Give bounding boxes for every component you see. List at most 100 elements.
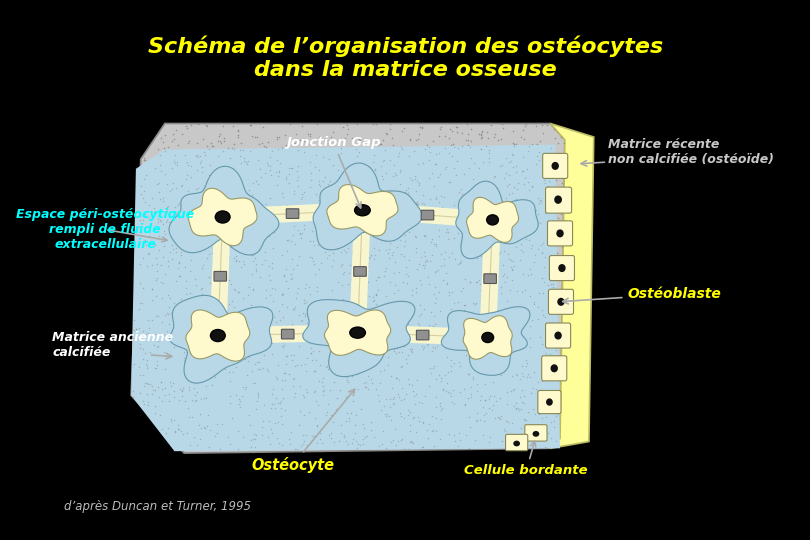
Point <box>134 389 147 397</box>
Point <box>326 194 339 203</box>
Point <box>210 302 223 310</box>
Point <box>143 324 156 333</box>
Point <box>246 435 259 444</box>
Point <box>416 443 428 451</box>
Point <box>227 187 240 195</box>
Point <box>454 287 467 295</box>
Point <box>224 392 237 400</box>
Point <box>448 359 461 367</box>
Point <box>180 284 193 293</box>
Point <box>529 159 542 168</box>
Point <box>364 426 377 435</box>
Point <box>544 434 557 442</box>
Point <box>341 235 354 244</box>
Point <box>306 328 319 336</box>
Point <box>151 180 164 188</box>
Point <box>304 132 317 140</box>
Point <box>323 386 336 394</box>
Point <box>388 347 401 355</box>
Point <box>309 151 322 159</box>
Point <box>156 137 169 146</box>
Point <box>510 370 523 379</box>
Point <box>209 217 222 225</box>
Point <box>243 211 256 219</box>
Point <box>176 180 189 189</box>
Point <box>292 161 305 170</box>
Point <box>211 420 224 428</box>
Point <box>360 199 373 208</box>
Point <box>277 393 290 402</box>
Point <box>411 376 424 384</box>
Point <box>511 332 524 341</box>
Point <box>319 173 332 181</box>
Point <box>326 127 339 136</box>
Point <box>403 437 416 446</box>
Point <box>337 310 350 319</box>
Point <box>488 413 501 422</box>
Point <box>535 377 548 386</box>
Point <box>541 342 554 350</box>
Point <box>221 433 234 442</box>
Point <box>255 138 268 147</box>
Point <box>276 342 289 351</box>
Point <box>316 321 329 330</box>
Point <box>294 442 307 450</box>
Point <box>540 335 553 344</box>
Point <box>181 338 194 347</box>
Point <box>157 241 170 250</box>
Ellipse shape <box>211 329 225 342</box>
Point <box>241 248 254 257</box>
Point <box>151 267 164 275</box>
Point <box>428 160 441 168</box>
Point <box>501 388 514 396</box>
Point <box>309 367 322 375</box>
Point <box>377 303 390 312</box>
Point <box>502 180 515 189</box>
Point <box>403 134 416 143</box>
Point <box>370 212 383 221</box>
Point <box>249 431 262 440</box>
Point <box>281 203 294 212</box>
Point <box>382 254 395 262</box>
Point <box>232 395 245 403</box>
Point <box>161 327 174 336</box>
Point <box>493 309 506 318</box>
Point <box>341 315 354 323</box>
Point <box>202 170 215 179</box>
Point <box>486 378 499 387</box>
Text: Espace péri-ostéocytique
rempli de fluide
extracellulaire: Espace péri-ostéocytique rempli de fluid… <box>16 208 194 251</box>
Point <box>338 195 351 204</box>
Point <box>230 218 243 226</box>
Point <box>266 284 279 292</box>
Point <box>346 219 359 228</box>
Point <box>485 222 498 231</box>
Point <box>273 206 286 214</box>
Point <box>353 188 366 197</box>
Point <box>248 249 261 258</box>
Point <box>541 356 554 365</box>
Point <box>462 130 475 138</box>
Point <box>342 439 355 448</box>
Point <box>487 251 500 259</box>
Point <box>452 332 465 340</box>
Point <box>148 409 161 417</box>
Point <box>462 412 475 421</box>
Point <box>300 367 313 375</box>
Point <box>229 256 242 265</box>
Point <box>480 252 492 260</box>
Point <box>173 299 186 308</box>
Point <box>240 249 253 258</box>
Point <box>428 442 441 450</box>
Point <box>308 241 321 249</box>
Point <box>441 279 454 287</box>
Point <box>445 338 458 347</box>
Point <box>255 422 268 431</box>
Point <box>374 342 387 351</box>
Point <box>191 184 204 192</box>
Point <box>518 415 531 423</box>
Point <box>331 166 344 174</box>
Point <box>270 373 283 381</box>
Point <box>196 168 209 177</box>
Point <box>480 142 492 151</box>
Point <box>279 140 292 149</box>
